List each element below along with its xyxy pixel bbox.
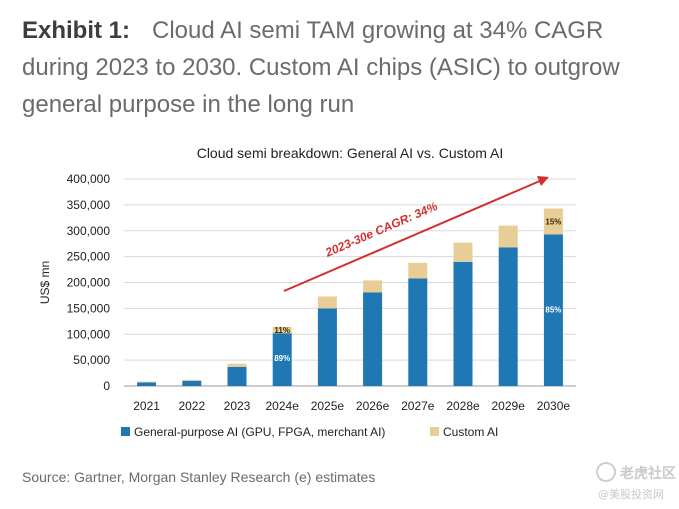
bar-general-purpose-ai — [408, 278, 428, 386]
x-tick-label: 2024e — [266, 399, 300, 413]
chart-title: Cloud semi breakdown: General AI vs. Cus… — [197, 145, 504, 161]
x-tick-label: 2021 — [133, 399, 160, 413]
bar-general-purpose-ai — [363, 292, 383, 386]
y-axis-label: US$ mn — [38, 261, 52, 304]
source-note: Source: Gartner, Morgan Stanley Research… — [22, 469, 376, 485]
data-label-general-ai-share: 85% — [545, 305, 561, 314]
y-tick-label: 350,000 — [67, 198, 111, 212]
bar-general-purpose-ai — [498, 247, 518, 386]
y-tick-label: 250,000 — [67, 250, 111, 264]
legend-swatch-general-purpose-ai — [121, 427, 130, 436]
watermark-logo: 老虎社区 — [596, 462, 676, 483]
x-tick-label: 2023 — [224, 399, 251, 413]
bar-general-purpose-ai — [137, 382, 157, 386]
bar-general-purpose-ai — [182, 380, 202, 386]
y-tick-label: 100,000 — [67, 327, 111, 341]
y-tick-label: 150,000 — [67, 301, 111, 315]
bar-custom-ai — [317, 296, 337, 309]
cagr-arrow-head — [537, 176, 549, 186]
data-label-general-ai-share: 89% — [274, 354, 290, 363]
x-tick-label: 2029e — [492, 399, 526, 413]
bar-general-purpose-ai — [543, 234, 563, 386]
y-tick-label: 200,000 — [67, 276, 111, 290]
data-label-custom-ai-share: 11% — [274, 326, 290, 335]
y-tick-label: 300,000 — [67, 224, 111, 238]
bar-custom-ai — [453, 242, 473, 262]
bar-general-purpose-ai — [317, 308, 337, 386]
bar-custom-ai — [408, 262, 428, 279]
legend-label-custom-ai: Custom AI — [443, 425, 498, 439]
bar-general-purpose-ai — [453, 261, 473, 386]
bar-custom-ai — [272, 327, 292, 334]
x-tick-label: 2027e — [401, 399, 435, 413]
bar-custom-ai — [363, 280, 383, 293]
tiger-logo-icon — [596, 462, 616, 482]
bar-general-purpose-ai — [272, 333, 292, 386]
legend-swatch-custom-ai — [430, 427, 439, 436]
exhibit-label: Exhibit 1: — [22, 17, 131, 44]
watermark-handle: @美股投资网 — [598, 488, 664, 501]
bar-custom-ai — [498, 225, 518, 248]
cagr-arrow-line — [283, 179, 542, 292]
exhibit-title: Cloud AI semi TAM growing at 34% CAGR du… — [22, 17, 620, 118]
y-tick-label: 400,000 — [67, 172, 111, 186]
y-tick-label: 0 — [103, 379, 110, 393]
bar-custom-ai — [543, 208, 563, 235]
data-label-custom-ai-share: 15% — [545, 217, 561, 226]
x-tick-label: 2025e — [311, 399, 345, 413]
y-tick-label: 50,000 — [73, 353, 110, 367]
cagr-annotation: 2023-30e CAGR: 34% — [322, 199, 440, 260]
exhibit-headline: Exhibit 1: Cloud AI semi TAM growing at 3… — [22, 12, 662, 123]
x-tick-label: 2028e — [446, 399, 480, 413]
bar-custom-ai — [227, 363, 247, 367]
bar-custom-ai — [137, 381, 157, 383]
x-tick-label: 2030e — [537, 399, 571, 413]
bar-general-purpose-ai — [227, 366, 247, 386]
watermark-text: 老虎社区 — [620, 466, 676, 482]
x-tick-label: 2026e — [356, 399, 390, 413]
legend-label-general-purpose-ai: General-purpose AI (GPU, FPGA, merchant … — [134, 425, 385, 439]
bar-custom-ai — [182, 379, 202, 381]
x-tick-label: 2022 — [178, 399, 205, 413]
